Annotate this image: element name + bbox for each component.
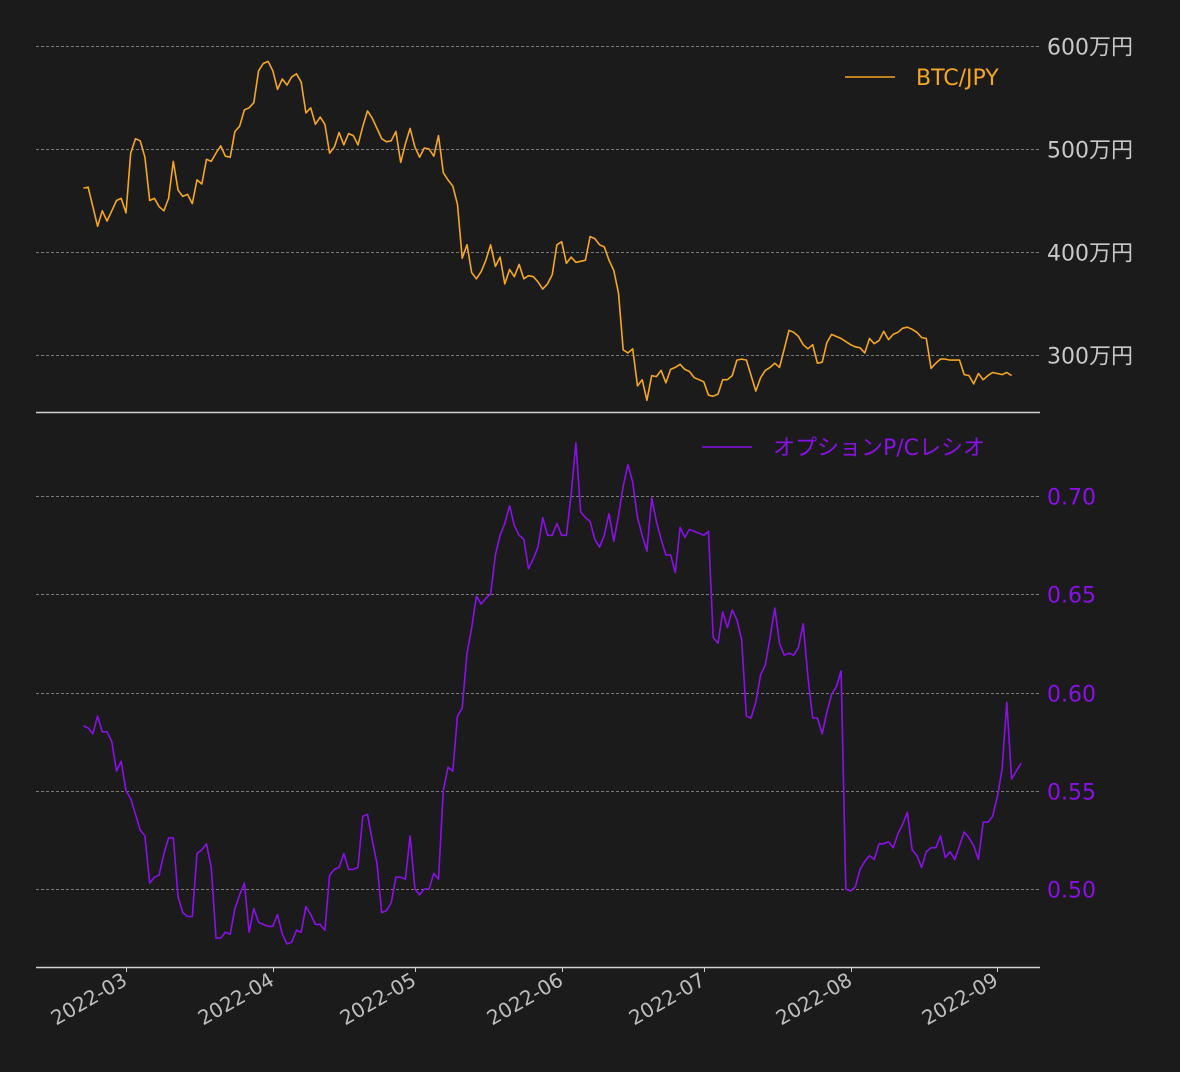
btc-y-tick-label: 500万円	[1047, 139, 1133, 164]
btc-y-tick-label: 300万円	[1047, 345, 1133, 370]
pc-ratio-y-tick-label: 0.65	[1047, 584, 1096, 609]
pc-ratio-y-axis-ticks: 0.50 0.55 0.60 0.65 0.70	[1047, 486, 1096, 904]
x-tick-label: 2022-03	[47, 968, 131, 1031]
pc-ratio-series-line	[83, 442, 1022, 945]
x-tick-label: 2022-07	[625, 968, 709, 1031]
btc-series-line	[83, 60, 1013, 402]
btc-y-tick-label: 600万円	[1047, 36, 1133, 61]
x-tick-label: 2022-09	[918, 968, 1002, 1031]
btc-y-axis-ticks: 300万円 400万円 500万円 600万円	[1047, 36, 1133, 370]
x-axis-ticks: 2022-03 2022-04 2022-05 2022-06 2022-07 2022-…	[47, 967, 1002, 1030]
btc-y-tick-label: 400万円	[1047, 242, 1133, 267]
pc-ratio-gridlines	[36, 496, 1040, 890]
pc-ratio-y-tick-label: 0.50	[1047, 879, 1096, 904]
x-tick-label: 2022-08	[772, 968, 856, 1031]
pc-ratio-y-tick-label: 0.70	[1047, 486, 1096, 511]
btc-legend: BTC/JPY	[845, 66, 999, 91]
x-tick-label: 2022-05	[336, 968, 420, 1031]
btc-price-panel: 300万円 400万円 500万円 600万円 BTC/JPY	[36, 36, 1133, 402]
btc-gridlines	[36, 46, 1040, 356]
pc-ratio-panel: 0.50 0.55 0.60 0.65 0.70 オプションP/Cレシオ	[36, 436, 1096, 945]
x-tick-label: 2022-06	[483, 968, 567, 1031]
btc-legend-label: BTC/JPY	[916, 66, 999, 91]
pc-ratio-legend: オプションP/Cレシオ	[702, 436, 985, 461]
pc-ratio-legend-label: オプションP/Cレシオ	[773, 436, 985, 461]
x-tick-label: 2022-04	[194, 968, 278, 1031]
pc-ratio-y-tick-label: 0.60	[1047, 683, 1096, 708]
pc-ratio-y-tick-label: 0.55	[1047, 781, 1096, 806]
